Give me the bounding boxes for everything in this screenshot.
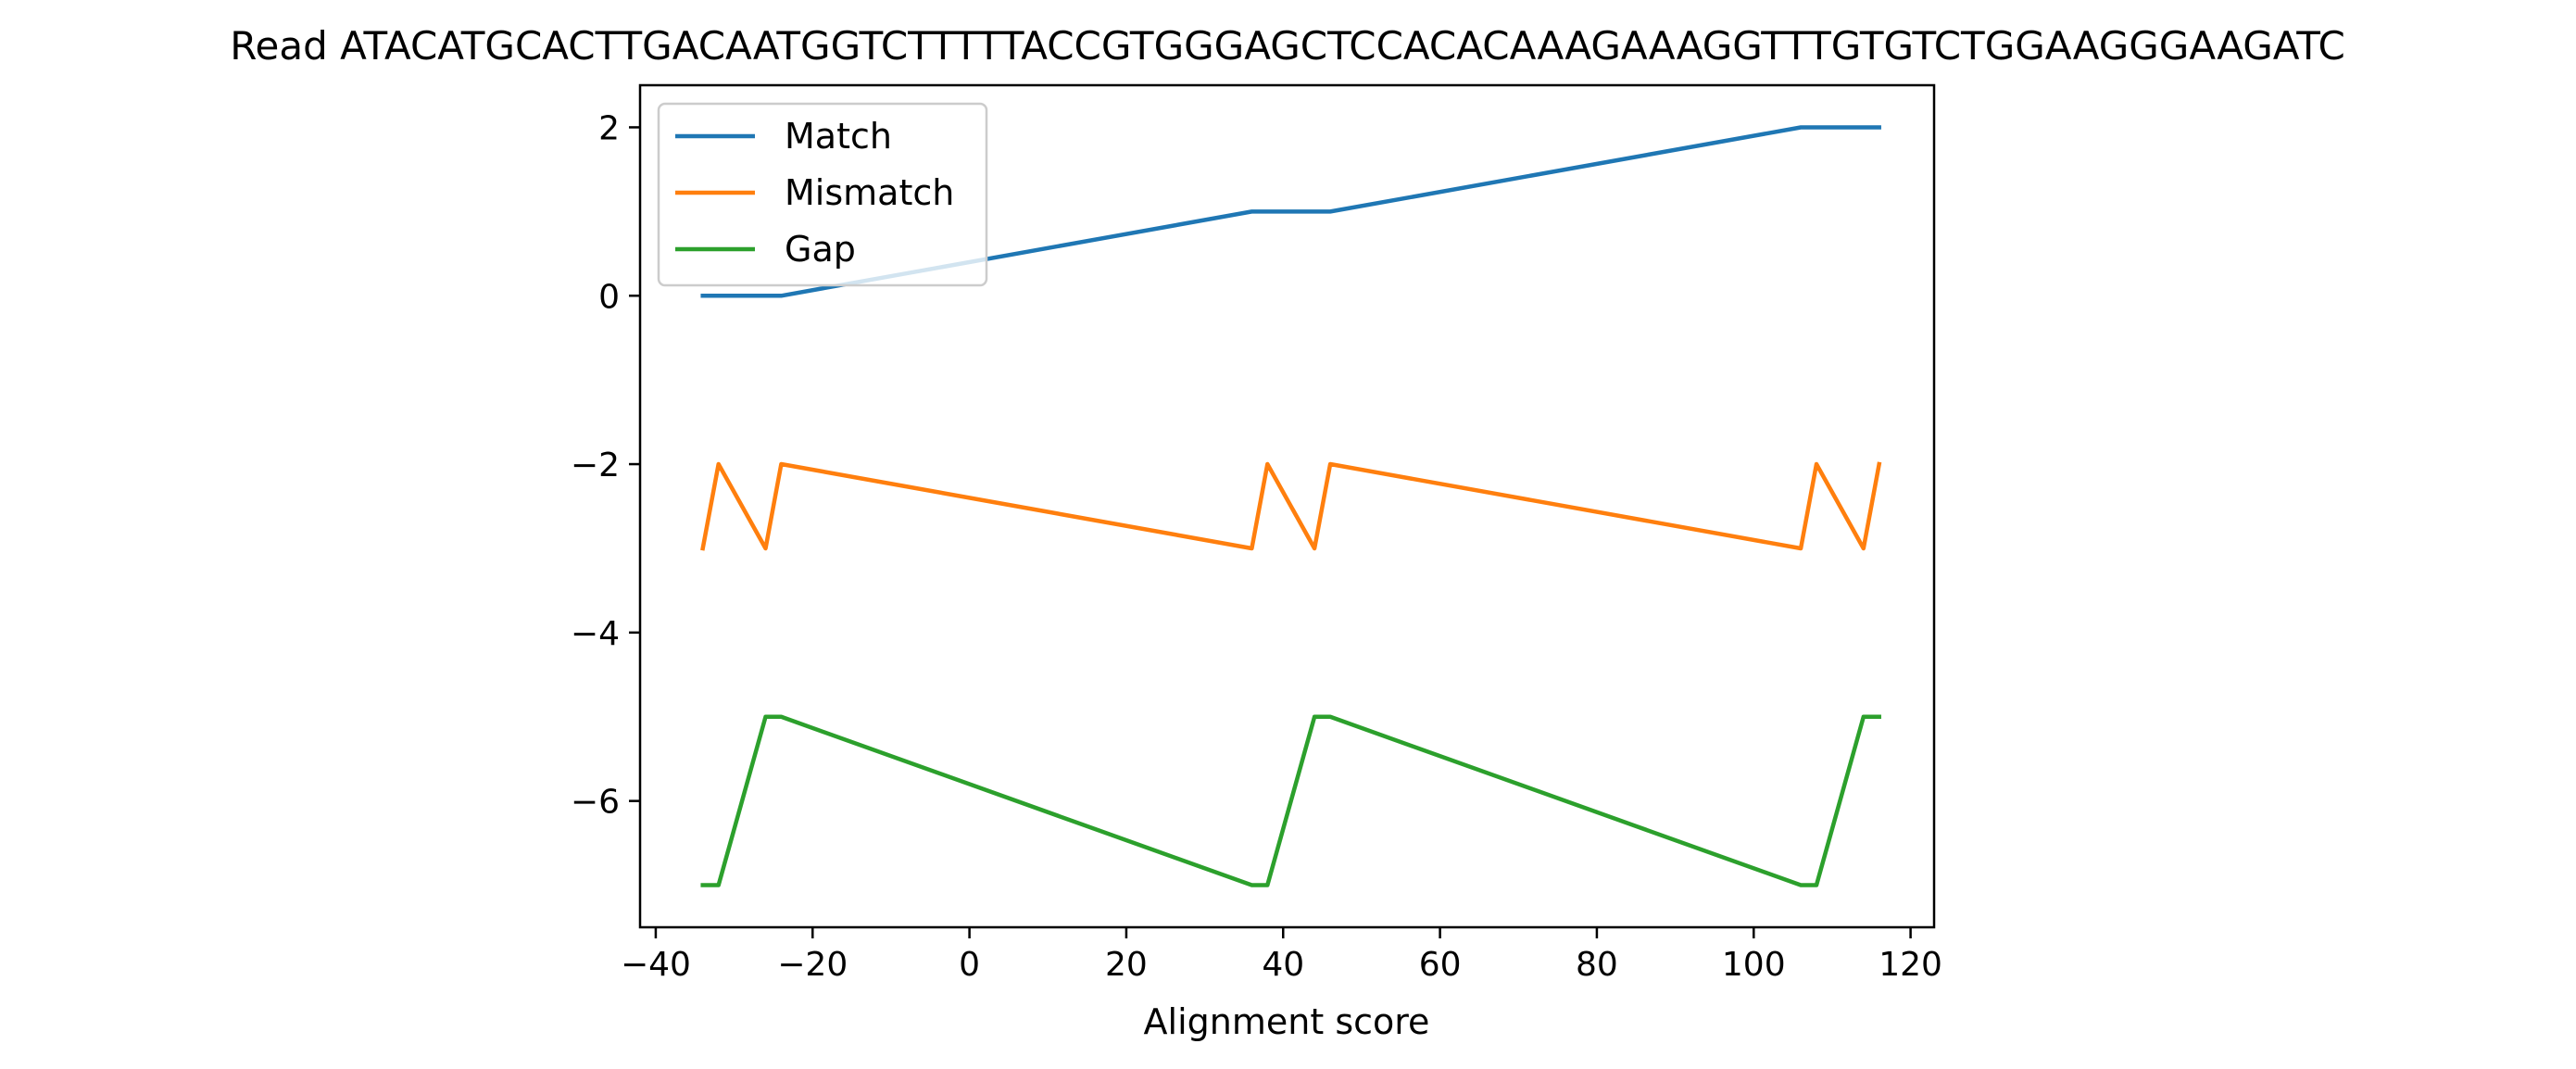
y-tick-label: −4	[571, 615, 620, 653]
x-tick-label: 0	[959, 946, 980, 984]
legend-label-mismatch: Mismatch	[785, 172, 954, 213]
y-axis: 2 0 −2 −4 −6	[571, 109, 640, 822]
series-line-match	[700, 125, 1881, 298]
x-tick-label: −40	[621, 946, 691, 984]
x-tick-label: 100	[1722, 946, 1786, 984]
x-tick-label: 80	[1576, 946, 1618, 984]
legend-box	[657, 102, 988, 287]
legend-label-match: Match	[785, 116, 892, 157]
plot-frame	[638, 83, 1936, 929]
y-tick-label: 0	[598, 278, 620, 316]
x-tick-label: 60	[1419, 946, 1462, 984]
y-tick-label: −2	[571, 446, 620, 484]
legend-label-gap: Gap	[785, 229, 856, 270]
x-axis-label: Alignment score	[1144, 1001, 1430, 1042]
y-tick-label: −6	[571, 784, 620, 822]
x-axis: −40 −20 0 20 40 60 80 100 120	[621, 927, 1942, 984]
x-tick-label: 20	[1105, 946, 1148, 984]
series-line-gap	[700, 714, 1881, 887]
x-tick-label: 120	[1879, 946, 1942, 984]
legend: Match Mismatch Gap	[657, 102, 988, 287]
chart-title: Read ATACATGCACTTGACAATGGTCTTTTTACCGTGGG…	[230, 23, 2345, 69]
series-line-mismatch	[700, 461, 1882, 551]
series-layer	[700, 125, 1882, 887]
x-tick-label: 40	[1262, 946, 1304, 984]
y-tick-label: 2	[598, 109, 620, 147]
x-tick-label: −20	[777, 946, 848, 984]
